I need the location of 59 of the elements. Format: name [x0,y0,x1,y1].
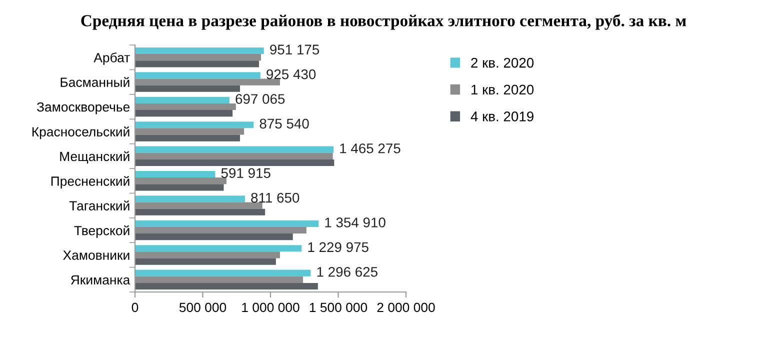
bar [135,103,236,110]
data-label: 1 229 975 [308,242,368,252]
x-tick-label: 2 000 000 [377,302,435,312]
bar [135,234,293,240]
bar [135,252,280,258]
bar [135,226,306,234]
y-tick-label: Пресненский [51,176,130,188]
x-tick-label: 0 [132,302,138,312]
x-tick-label: 1 500 000 [310,302,368,312]
bar [135,47,264,54]
legend-label: 1 кв. 2020 [472,84,534,95]
bar [135,60,259,68]
chart-title: Средняя цена в разрезе районов в новостройках элитного сегмента, руб. за кв. м [81,14,686,30]
y-tick-label: Таганский [69,200,130,210]
data-label: 875 540 [260,118,309,129]
data-label: 697 065 [236,94,285,104]
bar [135,178,226,184]
y-tick-label: Якиманка [70,275,130,285]
bar [135,152,333,160]
bar [135,258,276,265]
data-label: 1 354 910 [325,218,386,228]
bar [135,54,262,61]
x-tick-label: 500 000 [179,302,226,312]
bar [135,184,224,191]
bar [135,85,240,92]
bar [135,122,254,128]
bar [135,196,245,202]
x-tick-label: 1 000 000 [242,302,300,312]
bar [135,208,266,216]
y-tick-label: Красносельский [32,126,130,140]
bar [135,202,262,209]
y-tick-label: Тверской [74,225,130,238]
bar [135,276,304,283]
bar [135,146,334,153]
bar [135,134,240,142]
legend-label: 4 кв. 2019 [470,112,534,122]
legend-label: 2 кв. 2020 [471,58,534,68]
bar [135,78,280,86]
bar [135,282,318,290]
bar [135,270,311,276]
data-label: 951 175 [270,44,320,54]
y-tick-label: Хамовники [63,250,130,260]
bar [135,110,233,117]
y-tick-label: Замоскворечье [36,102,130,114]
bar [135,159,334,166]
data-label: 1 296 625 [317,266,378,277]
bar [135,72,260,79]
bar [135,128,244,135]
y-tick-label: Арбат [94,52,130,65]
bar [135,245,302,252]
y-tick-label: Басманный [60,77,130,87]
data-label: 925 430 [266,69,316,80]
bar [135,220,319,227]
y-tick-label: Мещанский [60,151,130,164]
bar [135,96,230,104]
bar [135,170,216,178]
data-label: 1 465 275 [340,143,400,154]
data-label: 811 650 [251,192,300,203]
data-label: 591 915 [221,168,270,178]
